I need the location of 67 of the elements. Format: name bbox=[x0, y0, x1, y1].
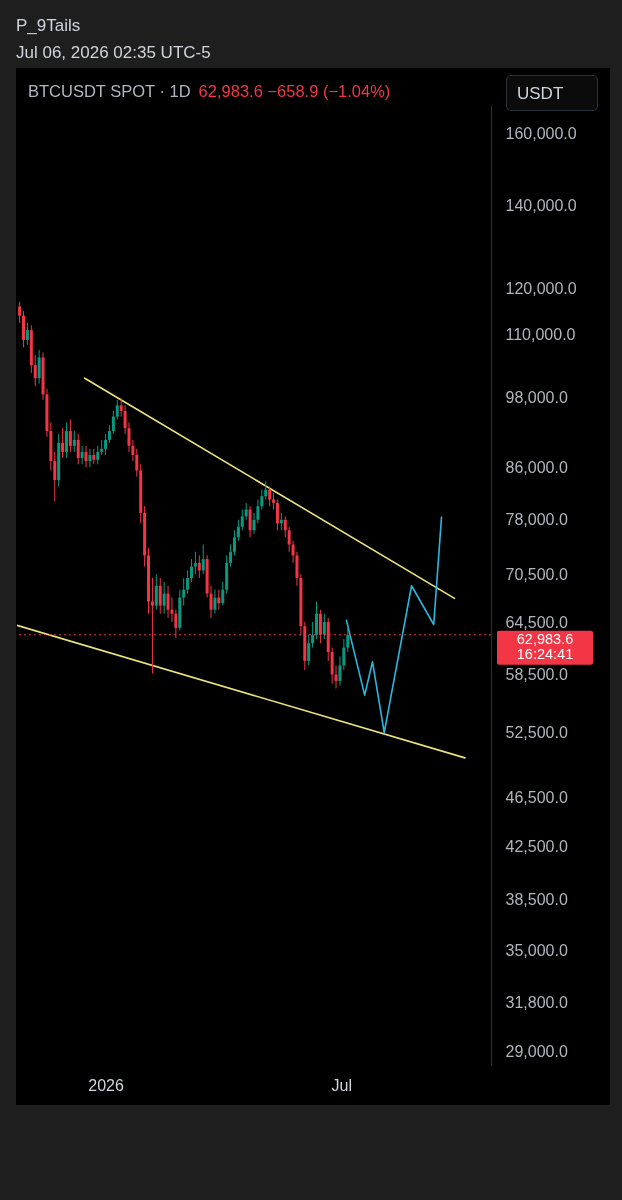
y-tick-label: 78,000.0 bbox=[505, 511, 568, 529]
candlestick bbox=[201, 544, 205, 575]
y-tick-label: 42,500.0 bbox=[505, 837, 568, 855]
candlestick bbox=[88, 448, 92, 468]
y-axis-title: USDT bbox=[506, 75, 598, 111]
candlestick bbox=[115, 399, 119, 420]
candlestick bbox=[248, 505, 252, 538]
text: Jul 06, 2026 02:35 UTC-5 bbox=[16, 42, 211, 64]
candlestick bbox=[322, 613, 326, 640]
y-tick-label: 64,500.0 bbox=[505, 613, 568, 631]
y-tick-label: 120,000.0 bbox=[505, 279, 577, 297]
y-tick-label: 58,500.0 bbox=[505, 666, 568, 684]
line-series bbox=[345, 516, 443, 734]
y-tick-label: 52,500.0 bbox=[505, 724, 568, 742]
x-tick-label: Jul bbox=[331, 1076, 352, 1094]
candlestick bbox=[68, 418, 72, 453]
candlestick bbox=[268, 485, 272, 507]
candlestick bbox=[61, 427, 65, 459]
x-tick-label: 2026 bbox=[88, 1076, 124, 1094]
y-tick-label: 29,000.0 bbox=[505, 1043, 568, 1061]
candlestick bbox=[315, 601, 319, 640]
candlestick bbox=[64, 421, 68, 459]
candlestick bbox=[197, 554, 201, 579]
candlestick bbox=[275, 499, 279, 531]
candlestick bbox=[25, 322, 29, 346]
candlestick bbox=[76, 433, 80, 465]
chart-subtitle: 62,983.6 −658.9 (−1.04%) bbox=[198, 82, 391, 100]
candlestick bbox=[72, 430, 76, 453]
candlestick bbox=[104, 433, 108, 456]
candlestick bbox=[221, 581, 225, 607]
text: P_9Tails bbox=[16, 15, 82, 37]
candlestick bbox=[264, 480, 268, 501]
candlestick bbox=[162, 581, 166, 615]
y-tick-label: 35,000.0 bbox=[505, 942, 568, 960]
candlestick bbox=[18, 301, 22, 324]
candlestick bbox=[84, 445, 88, 468]
y-tick-label: 31,800.0 bbox=[505, 993, 568, 1011]
y-tick-label: 110,000.0 bbox=[505, 326, 576, 344]
y-tick-label: 46,500.0 bbox=[505, 789, 568, 807]
candlestick bbox=[236, 519, 240, 542]
chart-title: BTCUSDT SPOT · 1D bbox=[28, 82, 191, 100]
y-tick-label: 86,000.0 bbox=[505, 458, 568, 476]
candlestick bbox=[186, 569, 190, 595]
candlestick bbox=[96, 445, 100, 465]
y-tick-label: 140,000.0 bbox=[505, 196, 577, 214]
y-tick-label: 38,500.0 bbox=[505, 890, 568, 908]
candlestick bbox=[189, 558, 193, 583]
y-tick-label: 160,000.0 bbox=[505, 124, 577, 142]
candlestick bbox=[229, 544, 233, 568]
candlestick bbox=[154, 573, 158, 611]
candlestick bbox=[158, 577, 162, 615]
candlestick bbox=[311, 621, 315, 649]
candlestick bbox=[80, 445, 84, 465]
candlestick bbox=[213, 589, 217, 615]
candlestick bbox=[307, 634, 311, 666]
ref-line-label: 62,983.6 16:24:41 bbox=[516, 630, 574, 662]
candlestick bbox=[283, 515, 287, 538]
candlestick bbox=[37, 349, 41, 385]
candlestick bbox=[33, 354, 37, 387]
candlestick bbox=[166, 585, 170, 619]
candlestick bbox=[240, 509, 244, 531]
y-tick-label: 98,000.0 bbox=[505, 388, 568, 406]
y-tick-label: 70,500.0 bbox=[505, 565, 568, 583]
candlestick bbox=[111, 410, 115, 435]
candlestick bbox=[193, 551, 197, 575]
candlestick bbox=[232, 529, 236, 556]
candlestick bbox=[182, 577, 186, 607]
